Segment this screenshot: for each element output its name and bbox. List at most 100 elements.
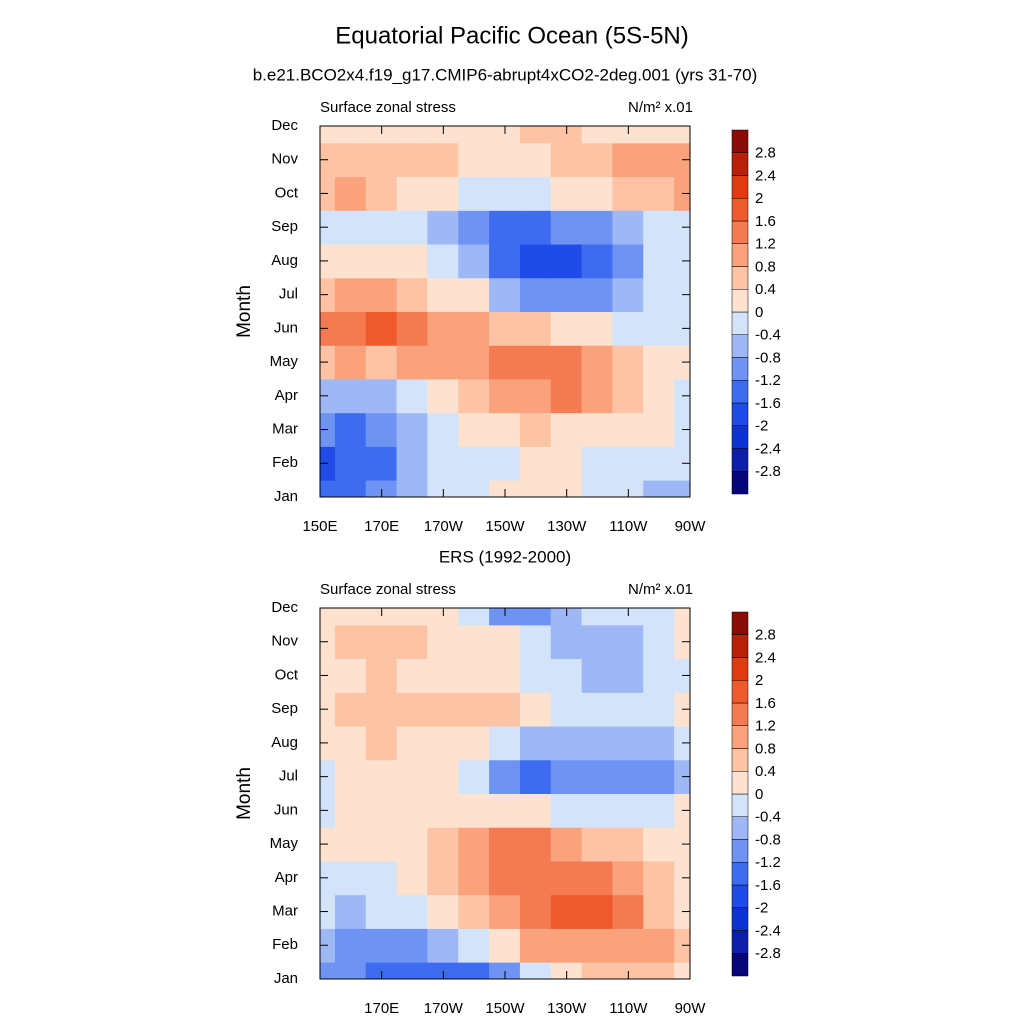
- contour-cell: [612, 277, 645, 312]
- contour-cell: [519, 142, 552, 178]
- contour-cell: [427, 126, 460, 144]
- contour-cell: [334, 412, 367, 447]
- y-tick-label: Oct: [275, 666, 299, 683]
- colorbar-swatch: [731, 725, 749, 749]
- contour-field: [320, 126, 690, 497]
- colorbar-swatch: [731, 198, 749, 222]
- contour-cell: [581, 826, 614, 862]
- contour-cell: [489, 378, 521, 414]
- contour-cell: [427, 961, 460, 979]
- contour-cell: [550, 927, 583, 963]
- contour-cell: [643, 243, 676, 279]
- colorbar-swatch: [731, 471, 749, 495]
- contour-cell: [519, 479, 552, 497]
- y-tick-label: Sep: [271, 700, 298, 717]
- colorbar-label: -1.6: [755, 877, 781, 894]
- contour-cell: [458, 243, 491, 279]
- colorbar-label: -0.8: [755, 349, 781, 366]
- contour-cell: [643, 725, 676, 761]
- contour-cell: [550, 725, 583, 761]
- y-axis-label: Month: [234, 767, 255, 820]
- contour-cell: [519, 691, 552, 727]
- contour-cell: [396, 445, 429, 481]
- contour-cell: [427, 412, 460, 447]
- contour-cell: [458, 344, 491, 380]
- y-tick-label: Jan: [274, 970, 298, 987]
- y-tick-label: Apr: [275, 387, 298, 404]
- contour-cell: [489, 826, 521, 862]
- y-tick-label: Sep: [271, 218, 298, 235]
- contour-cell: [643, 961, 676, 979]
- contour-cell: [581, 793, 614, 828]
- contour-cell: [612, 793, 645, 828]
- contour-cell: [612, 176, 645, 211]
- contour-cell: [643, 927, 676, 963]
- contour-cell: [643, 894, 676, 929]
- contour-cell: [334, 142, 367, 178]
- colorbar-swatch: [731, 634, 749, 658]
- contour-cell: [427, 479, 460, 497]
- y-tick-label: Aug: [271, 734, 298, 751]
- colorbar-label: 1.6: [755, 695, 776, 712]
- contour-cell: [581, 311, 614, 346]
- contour-cell: [612, 624, 645, 660]
- contour-cell: [489, 860, 521, 896]
- colorbar-label: -2: [755, 418, 768, 435]
- contour-cell: [612, 691, 645, 727]
- y-tick-label: Jun: [274, 319, 298, 336]
- contour-cell: [365, 894, 398, 929]
- y-tick-label: Aug: [271, 252, 298, 269]
- contour-cell: [519, 894, 552, 929]
- contour-cell: [427, 624, 460, 660]
- contour-cell: [458, 209, 491, 245]
- contour-cell: [334, 894, 367, 929]
- contour-cell: [519, 243, 552, 279]
- contour-cell: [458, 624, 491, 660]
- contour-cell: [550, 860, 583, 896]
- contour-cell: [489, 277, 521, 312]
- colorbar-swatch: [731, 266, 749, 290]
- contour-cell: [334, 378, 367, 414]
- contour-cell: [550, 209, 583, 245]
- contour-cell: [458, 277, 491, 312]
- colorbar-label: 0: [755, 304, 763, 321]
- contour-cell: [334, 344, 367, 380]
- contour-cell: [519, 344, 552, 380]
- contour-cell: [489, 479, 521, 497]
- contour-cell: [365, 759, 398, 794]
- contour-cell: [334, 691, 367, 727]
- colorbar-swatch: [731, 311, 749, 335]
- colorbar-label: 2.8: [755, 145, 776, 162]
- contour-cell: [365, 277, 398, 312]
- y-tick-label: Jan: [274, 488, 298, 505]
- x-tick-label: 150E: [302, 518, 337, 535]
- y-tick-label: Feb: [272, 454, 298, 471]
- contour-cell: [643, 209, 676, 245]
- colorbar-swatch: [731, 702, 749, 726]
- contour-cell: [643, 445, 676, 481]
- y-axis-label: Month: [234, 285, 255, 338]
- colorbar-swatch: [731, 657, 749, 681]
- contour-cell: [519, 608, 552, 626]
- contour-cell: [550, 759, 583, 794]
- contour-cell: [334, 793, 367, 828]
- colorbar-swatch: [731, 930, 749, 954]
- units-label: N/m² x.01: [628, 581, 693, 598]
- contour-cell: [581, 759, 614, 794]
- contour-cell: [365, 243, 398, 279]
- contour-cell: [458, 445, 491, 481]
- contour-cell: [334, 725, 367, 761]
- contour-cell: [519, 658, 552, 693]
- contour-cell: [396, 142, 429, 178]
- contour-cell: [643, 412, 676, 447]
- contour-cell: [612, 243, 645, 279]
- contour-cell: [550, 126, 583, 144]
- contour-cell: [396, 608, 429, 626]
- contour-cell: [581, 412, 614, 447]
- contour-cell: [458, 691, 491, 727]
- x-tick-label: 150W: [485, 1000, 525, 1017]
- contour-cell: [458, 826, 491, 862]
- contour-cell: [334, 759, 367, 794]
- contour-cell: [427, 860, 460, 896]
